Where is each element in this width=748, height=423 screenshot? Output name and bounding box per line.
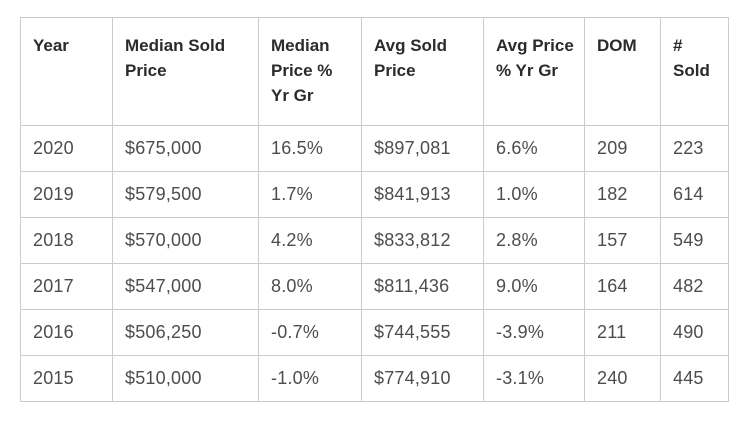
cell-num-sold: 482 [660,263,729,310]
table-header-row: Year Median Sold Price Median Price % Yr… [20,17,729,126]
cell-avg-sold-price: $811,436 [361,263,484,310]
cell-year: 2018 [20,217,113,264]
table-row-2019: 2019 $579,500 1.7% $841,913 1.0% 182 614 [20,171,729,218]
cell-avg-sold-price: $774,910 [361,355,484,402]
cell-dom: 157 [584,217,661,264]
cell-avg-sold-price: $744,555 [361,309,484,356]
column-header-num-sold: # Sold [660,17,729,126]
column-header-avg-sold-price: Avg Sold Price [361,17,484,126]
cell-median-price-yr-gr: 8.0% [258,263,362,310]
cell-num-sold: 445 [660,355,729,402]
cell-median-sold-price: $579,500 [112,171,259,218]
table-row-2017: 2017 $547,000 8.0% $811,436 9.0% 164 482 [20,263,729,310]
cell-year: 2017 [20,263,113,310]
cell-num-sold: 223 [660,125,729,172]
cell-median-sold-price: $570,000 [112,217,259,264]
cell-num-sold: 549 [660,217,729,264]
column-header-median-price-yr-gr: Median Price % Yr Gr [258,17,362,126]
cell-avg-sold-price: $833,812 [361,217,484,264]
table-row-2018: 2018 $570,000 4.2% $833,812 2.8% 157 549 [20,217,729,264]
cell-avg-price-yr-gr: 2.8% [483,217,585,264]
table-row-2015: 2015 $510,000 -1.0% $774,910 -3.1% 240 4… [20,355,729,402]
cell-dom: 240 [584,355,661,402]
cell-median-price-yr-gr: 1.7% [258,171,362,218]
column-header-dom: DOM [584,17,661,126]
cell-dom: 182 [584,171,661,218]
cell-avg-price-yr-gr: -3.9% [483,309,585,356]
cell-avg-price-yr-gr: 1.0% [483,171,585,218]
cell-year: 2015 [20,355,113,402]
cell-avg-price-yr-gr: 9.0% [483,263,585,310]
cell-avg-sold-price: $841,913 [361,171,484,218]
cell-median-price-yr-gr: -1.0% [258,355,362,402]
cell-median-price-yr-gr: 16.5% [258,125,362,172]
table-row-2020: 2020 $675,000 16.5% $897,081 6.6% 209 22… [20,125,729,172]
cell-dom: 209 [584,125,661,172]
cell-median-price-yr-gr: -0.7% [258,309,362,356]
cell-median-sold-price: $506,250 [112,309,259,356]
column-header-year: Year [20,17,113,126]
cell-median-sold-price: $547,000 [112,263,259,310]
cell-year: 2020 [20,125,113,172]
cell-median-sold-price: $510,000 [112,355,259,402]
cell-median-price-yr-gr: 4.2% [258,217,362,264]
cell-dom: 211 [584,309,661,356]
cell-year: 2019 [20,171,113,218]
cell-year: 2016 [20,309,113,356]
cell-num-sold: 614 [660,171,729,218]
yearly-home-sales-table: Year Median Sold Price Median Price % Yr… [20,17,729,402]
column-header-avg-price-yr-gr: Avg Price % Yr Gr [483,17,585,126]
cell-avg-sold-price: $897,081 [361,125,484,172]
column-header-median-sold-price: Median Sold Price [112,17,259,126]
table-row-2016: 2016 $506,250 -0.7% $744,555 -3.9% 211 4… [20,309,729,356]
cell-median-sold-price: $675,000 [112,125,259,172]
cell-avg-price-yr-gr: 6.6% [483,125,585,172]
cell-avg-price-yr-gr: -3.1% [483,355,585,402]
cell-num-sold: 490 [660,309,729,356]
cell-dom: 164 [584,263,661,310]
